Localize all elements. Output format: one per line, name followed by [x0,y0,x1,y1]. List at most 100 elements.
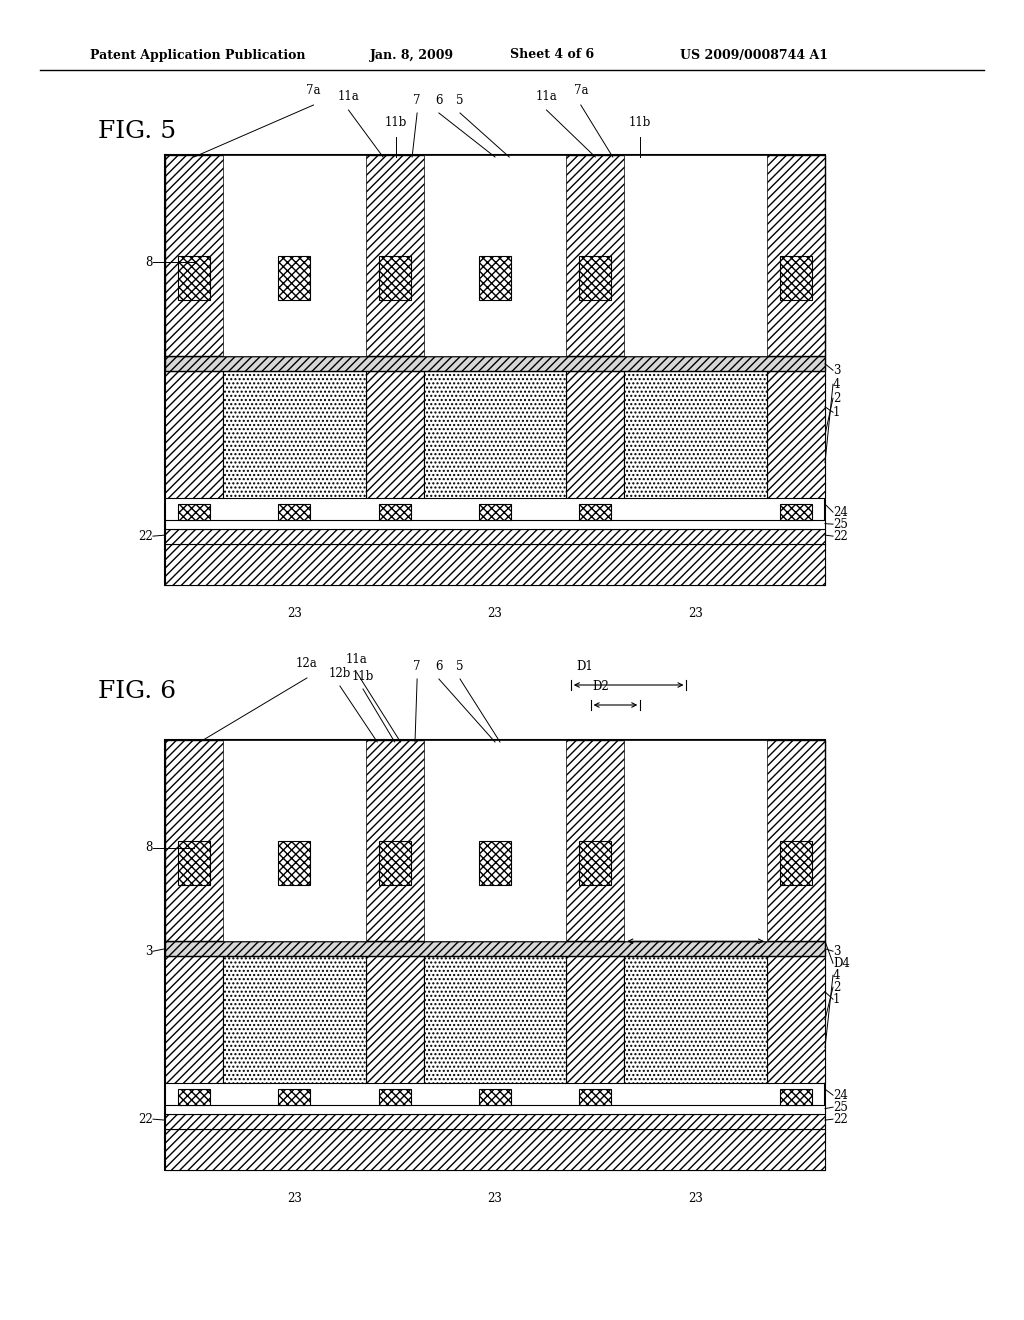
Text: 8: 8 [145,841,153,854]
Text: 25: 25 [833,517,848,531]
Bar [366,956,424,1084]
Text: 23: 23 [287,607,302,620]
Bar [223,154,366,356]
Bar [165,520,825,529]
Bar [379,256,411,300]
Bar [566,371,625,498]
Bar [580,256,611,300]
Text: 5: 5 [457,660,464,673]
Bar [379,503,411,520]
Bar [479,256,511,300]
Bar [279,841,310,884]
Text: 4: 4 [833,378,841,391]
Text: 5: 5 [457,94,464,107]
Bar [279,1089,310,1105]
Bar [279,256,310,300]
Bar [165,1105,825,1114]
Text: 2: 2 [833,392,841,405]
Bar [424,371,566,498]
Text: 7a: 7a [573,84,588,96]
Bar [566,956,625,1084]
Bar [165,371,223,498]
Bar [223,741,366,941]
Text: 22: 22 [138,1113,153,1126]
Bar [223,371,366,498]
Text: 23: 23 [287,1192,302,1205]
Bar [223,956,366,1084]
Bar [780,256,812,300]
Bar [165,741,825,1170]
Bar [424,154,566,356]
Text: 11a: 11a [345,653,368,667]
Bar [178,1089,210,1105]
Bar [580,841,611,884]
Text: Patent Application Publication: Patent Application Publication [90,49,305,62]
Text: 7: 7 [414,94,421,107]
Text: 2: 2 [833,981,841,994]
Bar [165,529,825,544]
Text: 11b: 11b [352,671,374,682]
Text: US 2009/0008744 A1: US 2009/0008744 A1 [680,49,828,62]
Text: Jan. 8, 2009: Jan. 8, 2009 [370,49,454,62]
Text: 24: 24 [833,506,848,519]
Text: 8: 8 [145,256,153,269]
Text: 22: 22 [138,529,153,543]
Text: 3: 3 [833,945,841,958]
Text: 11a: 11a [536,90,557,103]
Text: 23: 23 [487,1192,503,1205]
Text: 1: 1 [833,405,841,418]
Text: D4: D4 [833,957,850,970]
Bar [625,956,767,1084]
Text: 3: 3 [833,364,841,376]
Bar [424,741,566,941]
Bar [178,256,210,300]
Bar [625,154,767,356]
Bar [366,371,424,498]
Bar [178,841,210,884]
Text: 23: 23 [487,607,503,620]
Bar [379,1089,411,1105]
Text: 24: 24 [833,1089,848,1102]
Bar [767,956,825,1084]
Bar [165,154,825,356]
Text: 3: 3 [145,945,153,958]
Text: 1: 1 [833,993,841,1006]
Bar [580,1089,611,1105]
Bar [625,371,767,498]
Bar [165,1114,825,1129]
Text: 11a: 11a [338,90,359,103]
Bar [479,1089,511,1105]
Bar [580,503,611,520]
Bar [479,503,511,520]
Text: D2: D2 [593,680,609,693]
Bar [424,956,566,1084]
Bar [479,841,511,884]
Bar [379,841,411,884]
Text: FIG. 6: FIG. 6 [98,680,176,704]
Bar [165,741,825,941]
Text: 22: 22 [833,529,848,543]
Bar [165,356,825,371]
Text: Sheet 4 of 6: Sheet 4 of 6 [510,49,594,62]
Text: 25: 25 [833,1101,848,1114]
Bar [165,941,825,956]
Text: 11b: 11b [629,116,651,129]
Bar [165,956,223,1084]
Text: 4: 4 [833,969,841,982]
Text: 7: 7 [414,660,421,673]
Text: 12a: 12a [296,657,317,671]
Bar [767,371,825,498]
Text: 23: 23 [688,607,703,620]
Text: 12b: 12b [329,667,351,680]
Bar [625,741,767,941]
Bar [279,503,310,520]
Bar [178,503,210,520]
Bar [165,544,825,585]
Text: 6: 6 [435,660,442,673]
Bar [780,841,812,884]
Text: 7a: 7a [306,84,321,96]
Text: 22: 22 [833,1113,848,1126]
Bar [780,503,812,520]
Text: 6: 6 [435,94,442,107]
Text: D1: D1 [575,660,593,673]
